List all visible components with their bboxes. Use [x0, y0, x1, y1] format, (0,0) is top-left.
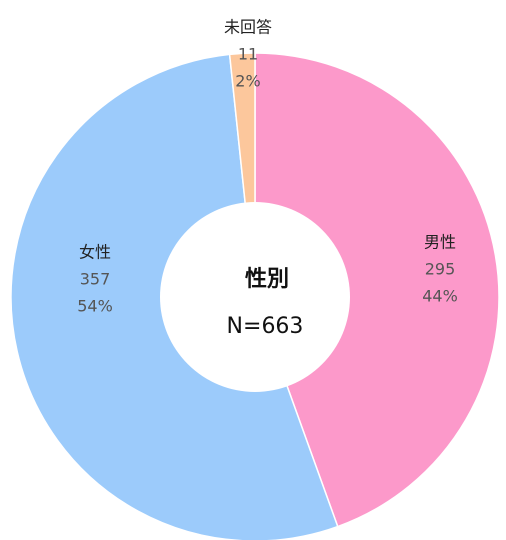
center-title: 性別 [245, 267, 289, 292]
slice-name: 男性 [424, 233, 456, 252]
wedge [254, 52, 500, 528]
slice-share: 54% [77, 297, 113, 316]
slice-share: 2% [235, 72, 260, 91]
slice-name: 未回答 [224, 18, 272, 37]
slice-value: 295 [425, 260, 456, 279]
slice-value: 11 [238, 45, 258, 64]
center-label: N=663 [227, 314, 304, 339]
slice-name: 女性 [79, 243, 111, 262]
donut-hole [160, 202, 350, 392]
slice-value: 357 [80, 270, 111, 289]
slice-share: 44% [422, 287, 458, 306]
wedges [10, 52, 500, 540]
